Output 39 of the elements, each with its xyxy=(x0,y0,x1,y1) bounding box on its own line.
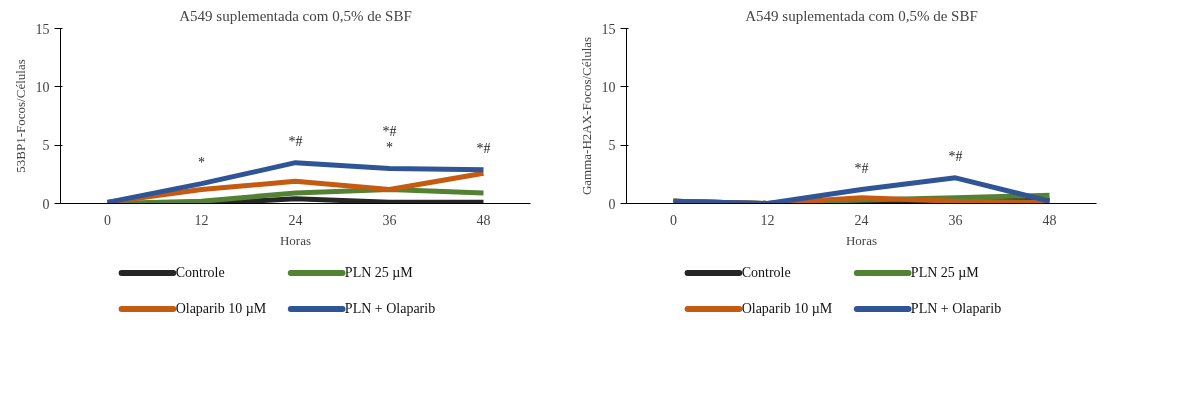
x-axis-title: Horas xyxy=(845,232,878,248)
x-tick-label: 12 xyxy=(760,212,775,228)
x-tick-label: 36 xyxy=(382,212,397,228)
annotation: *# xyxy=(948,148,963,164)
annotation: *# xyxy=(854,160,869,176)
annotation: * xyxy=(386,139,393,155)
y-tick-label: 0 xyxy=(608,196,616,212)
legend-label: Olaparib 10 µM xyxy=(175,301,267,317)
annotation: * xyxy=(198,154,205,170)
x-tick-label: 48 xyxy=(1042,212,1057,228)
x-tick-label: 12 xyxy=(194,212,209,228)
legend-label: PLN 25 µM xyxy=(910,265,980,281)
annotation: *# xyxy=(476,140,491,156)
chart-title: A549 suplementada com 0,5% de SBF xyxy=(745,7,978,24)
legend-label: Controle xyxy=(175,265,225,281)
legend-label: PLN 25 µM xyxy=(344,265,414,281)
y-tick-label: 15 xyxy=(601,21,616,37)
x-tick-label: 24 xyxy=(288,212,303,228)
x-tick-label: 36 xyxy=(948,212,963,228)
y-axis-title: Gamma-H2AX-Focos/Células xyxy=(578,36,594,196)
annotation: *# xyxy=(382,123,397,139)
y-axis-title: 53BP1-Focos/Células xyxy=(12,59,28,173)
x-tick-label: 24 xyxy=(854,212,869,228)
y-tick-label: 10 xyxy=(601,79,616,95)
x-tick-label: 0 xyxy=(670,212,677,228)
x-axis-title: Horas xyxy=(279,232,312,248)
y-tick-label: 5 xyxy=(608,138,616,154)
y-tick-label: 10 xyxy=(35,79,50,95)
legend-label: PLN + Olaparib xyxy=(910,301,1002,317)
x-tick-label: 48 xyxy=(476,212,491,228)
legend-label: Olaparib 10 µM xyxy=(741,301,833,317)
annotation: *# xyxy=(288,133,303,149)
chart-title: A549 suplementada com 0,5% de SBF xyxy=(179,7,412,24)
y-tick-label: 0 xyxy=(42,196,50,212)
y-tick-label: 5 xyxy=(42,138,50,154)
x-tick-label: 0 xyxy=(104,212,111,228)
y-tick-label: 15 xyxy=(35,21,50,37)
legend-label: PLN + Olaparib xyxy=(344,301,436,317)
legend-label: Controle xyxy=(741,265,791,281)
